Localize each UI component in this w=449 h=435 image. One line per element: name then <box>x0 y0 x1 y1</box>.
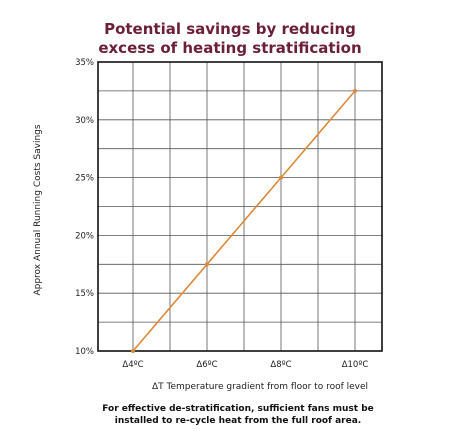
data-line <box>132 90 356 352</box>
x-axis-ticks: Δ4ºC Δ6ºC Δ8ºC Δ10ºC <box>122 360 368 370</box>
x-tick-label: Δ4ºC <box>122 360 143 370</box>
x-tick-label: Δ10ºC <box>342 360 369 370</box>
data-point <box>279 175 283 180</box>
y-tick-label: 20% <box>75 231 94 241</box>
y-axis-ticks: 10% 15% 20% 25% 30% 35% <box>75 58 94 357</box>
data-point <box>205 262 209 267</box>
footnote-line-2: installed to re-cycle heat from the full… <box>115 416 361 426</box>
plot-border <box>97 61 383 352</box>
x-tick-label: Δ8ºC <box>270 360 291 370</box>
y-tick-label: 10% <box>75 347 94 357</box>
series-line <box>131 88 357 353</box>
x-tick-label: Δ6ºC <box>196 360 217 370</box>
y-tick-label: 30% <box>75 116 94 126</box>
x-axis-label: ΔT Temperature gradient from floor to ro… <box>152 382 368 392</box>
footnote-line-1: For effective de-stratification, suffici… <box>102 404 374 414</box>
y-tick-label: 35% <box>75 58 94 68</box>
data-point <box>353 88 357 93</box>
y-axis-label: Approx Annual Running Costs Savings <box>33 124 43 295</box>
data-point <box>131 349 135 353</box>
y-tick-label: 15% <box>75 289 94 299</box>
chart-title-line-1: Potential savings by reducing <box>104 20 356 38</box>
chart-title-line-2: excess of heating stratification <box>98 39 361 57</box>
grid-lines <box>98 61 382 352</box>
y-tick-label: 25% <box>75 174 94 184</box>
plot-frame <box>97 61 383 352</box>
